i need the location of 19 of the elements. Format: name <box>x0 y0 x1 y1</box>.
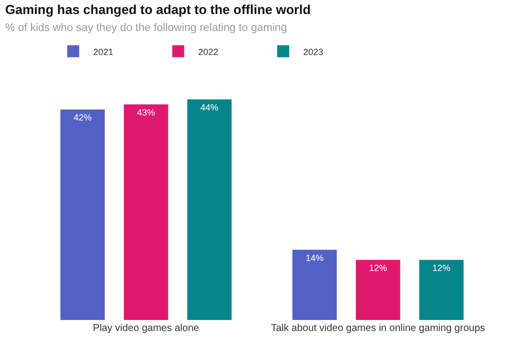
data-label: 42% <box>74 112 92 122</box>
data-label: 43% <box>136 107 156 118</box>
x-tick-label: Talk about video games in online gaming groups <box>270 323 486 334</box>
data-label: 44% <box>200 102 218 112</box>
bar <box>124 104 168 320</box>
data-label: 12% <box>432 262 450 273</box>
bar <box>187 99 232 320</box>
chart-subtitle: % of kids who say they do the following relating to gaming <box>5 22 288 34</box>
bar <box>419 260 464 320</box>
bar <box>60 109 105 320</box>
bar <box>292 250 337 320</box>
x-tick-label: Play video games alone <box>92 323 200 334</box>
legend-label: 2023 <box>303 46 324 57</box>
legend-label: 2021 <box>93 46 114 57</box>
bar <box>356 260 400 320</box>
data-label: 12% <box>368 262 388 273</box>
chart-title: Gaming has changed to adapt to the offline world <box>5 2 311 17</box>
legend-label: 2022 <box>198 46 218 57</box>
data-label: 14% <box>306 252 324 263</box>
